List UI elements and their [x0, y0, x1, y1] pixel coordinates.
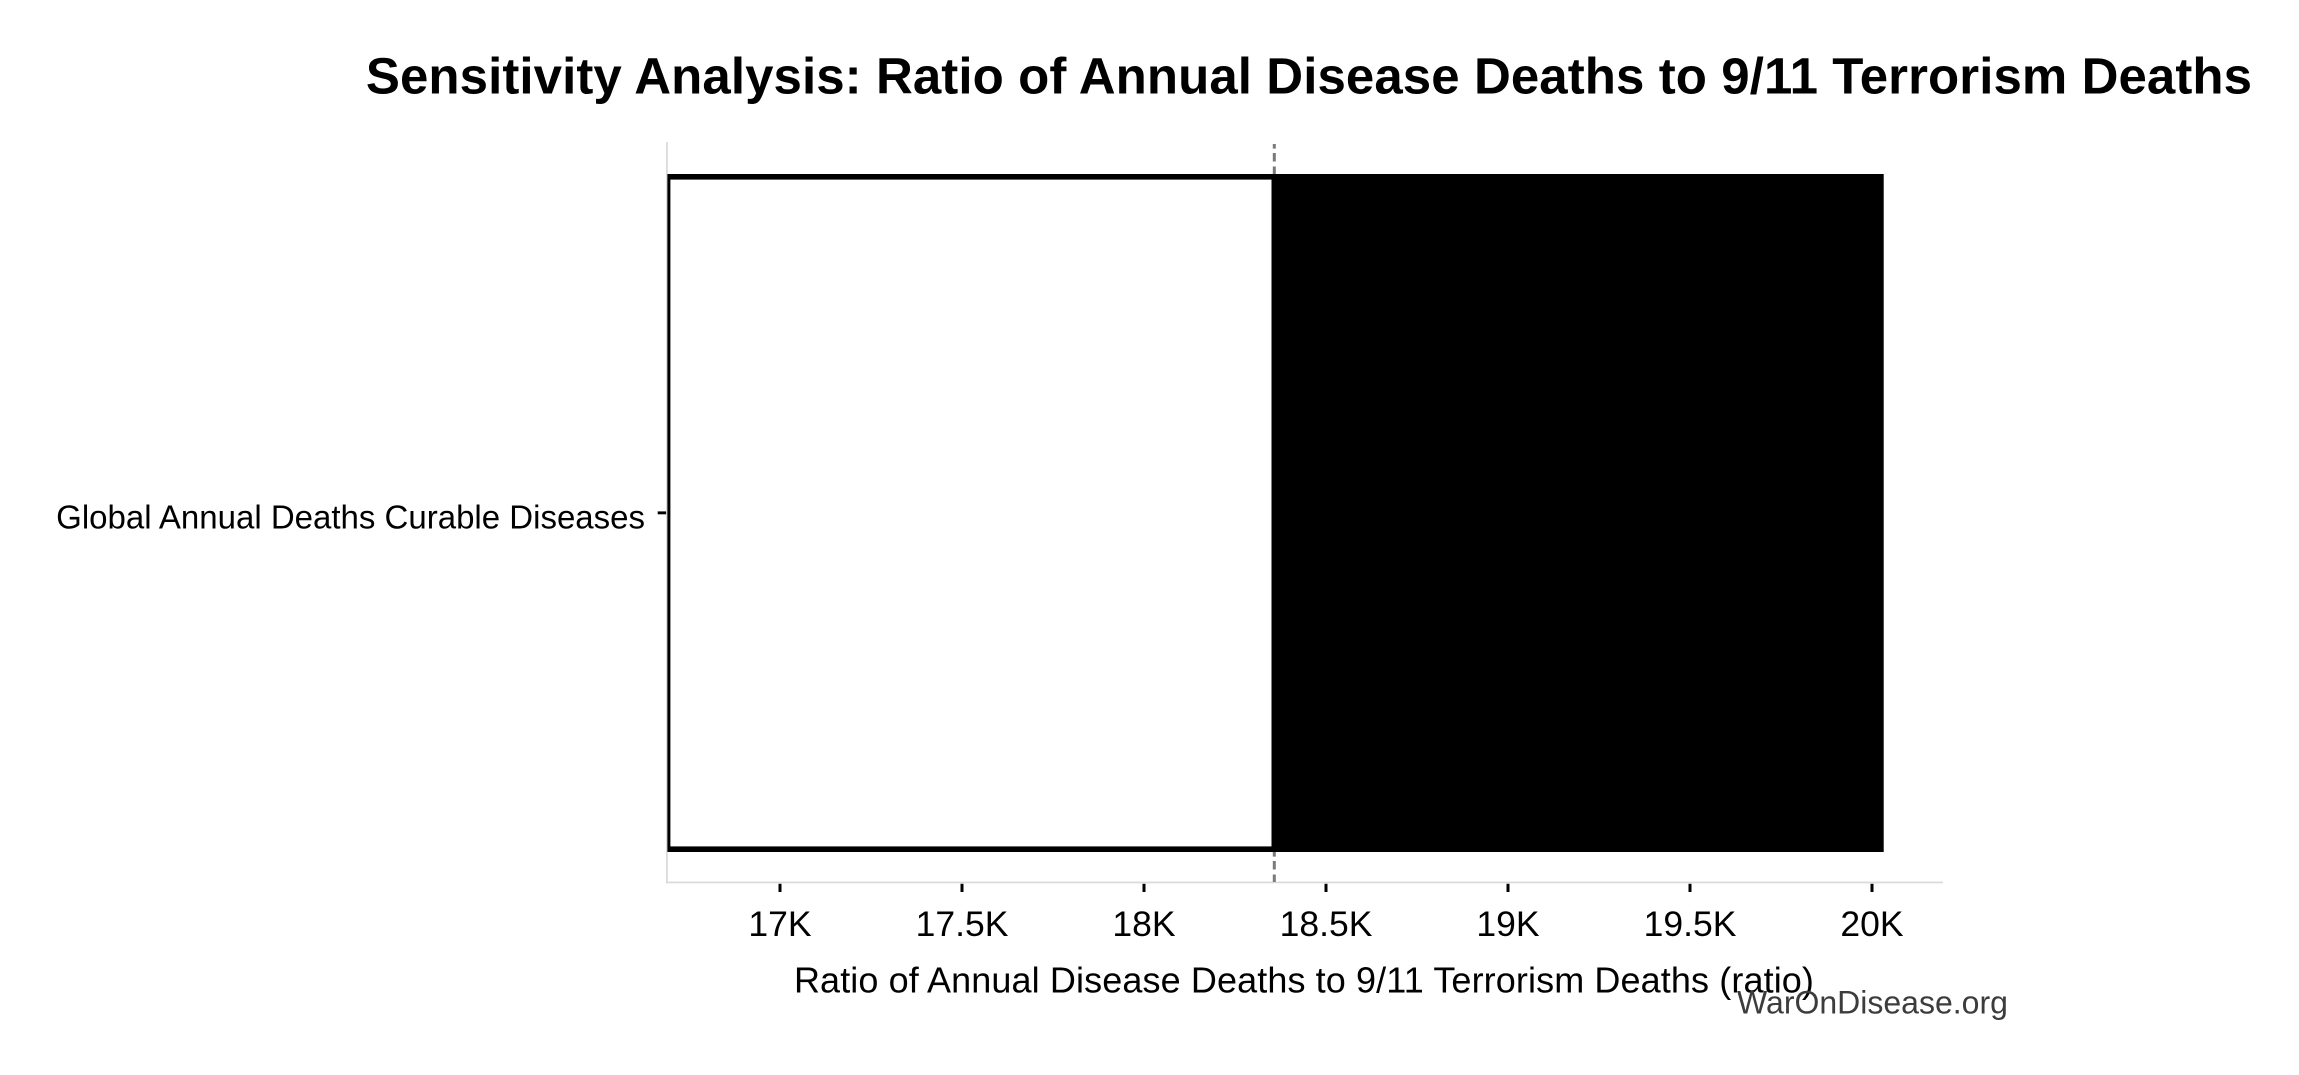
svg-text:Sensitivity Analysis: Ratio of: Sensitivity Analysis: Ratio of Annual Di… — [366, 48, 2252, 105]
svg-text:17K: 17K — [748, 904, 811, 944]
svg-text:20K: 20K — [1840, 904, 1903, 944]
svg-text:WarOnDisease.org: WarOnDisease.org — [1737, 985, 2008, 1021]
svg-text:17.5K: 17.5K — [916, 904, 1009, 944]
svg-text:18.5K: 18.5K — [1280, 904, 1373, 944]
svg-text:18K: 18K — [1112, 904, 1175, 944]
svg-text:Ratio of Annual Disease Deaths: Ratio of Annual Disease Deaths to 9/11 T… — [794, 960, 1814, 1001]
svg-text:19.5K: 19.5K — [1644, 904, 1737, 944]
svg-text:19K: 19K — [1476, 904, 1539, 944]
svg-text:Global Annual Deaths Curable D: Global Annual Deaths Curable Diseases — [56, 499, 645, 536]
